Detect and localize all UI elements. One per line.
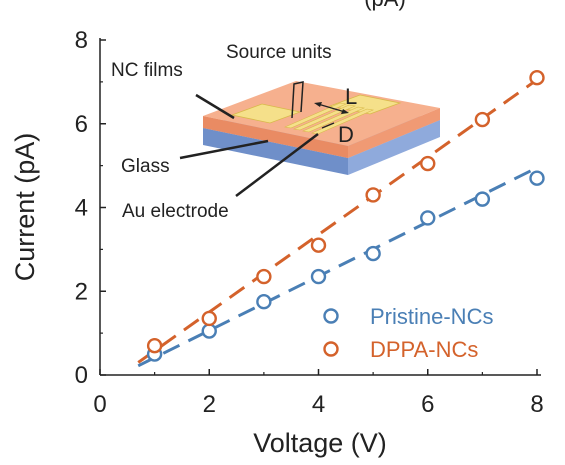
electrode-pad-left [230, 103, 302, 124]
top-partial-label: (pA) [364, 0, 406, 11]
data-markers [146, 69, 545, 362]
nc-films-leader [195, 93, 235, 120]
film-left-face [203, 116, 348, 158]
legend-label-dppa: DPPA-NCs [370, 337, 478, 362]
inset-label-au-electrode: Au electrode [122, 201, 229, 222]
legend-marker-pristine [323, 308, 339, 324]
inset-label-glass: Glass [121, 156, 170, 177]
device-inset: L D Source units NC films Glass Au elect… [111, 42, 440, 222]
x-tick-label: 4 [312, 391, 325, 418]
x-axis-label: Voltage (V) [253, 428, 387, 458]
x-tick-label: 8 [530, 391, 543, 418]
inset-label-nc-films: NC films [111, 60, 183, 81]
glass-leader [179, 139, 269, 160]
axes [99, 38, 541, 376]
data-point-pristine [256, 294, 272, 310]
fit-lines [137, 78, 538, 368]
glass-right-face [348, 120, 440, 175]
data-point-pristine [365, 245, 381, 262]
x-tick-label: 6 [421, 391, 434, 418]
probe-wire [291, 81, 304, 119]
data-point-pristine [201, 323, 217, 339]
length-arrow-head-b [341, 109, 349, 114]
y-tick-label: 2 [75, 278, 88, 305]
electrode-finger-2 [292, 104, 357, 131]
inset-label-D: D [338, 122, 354, 147]
inset-label-L: L [345, 84, 357, 109]
data-point-dppa [474, 111, 491, 128]
data-point-dppa [365, 187, 381, 203]
y-tick-label: 6 [75, 111, 88, 138]
length-arrow-head-a [314, 102, 322, 107]
y-tick-label: 8 [75, 27, 88, 54]
data-point-dppa [529, 69, 545, 86]
data-point-dppa [310, 237, 327, 253]
electrode-finger-1 [283, 102, 348, 129]
inset-label-source-units: Source units [226, 42, 332, 63]
legend-label-pristine: Pristine-NCs [370, 304, 493, 329]
length-arrow [317, 103, 346, 113]
data-point-dppa [201, 310, 217, 327]
legend: Pristine-NCs DPPA-NCs [323, 304, 493, 362]
x-tick-label: 2 [203, 391, 216, 418]
ticks: 0 2 4 6 8 0 2 4 6 8 [75, 27, 544, 418]
y-tick-label: 4 [75, 195, 88, 222]
electrode-finger-3 [301, 106, 366, 133]
electrode-finger-4 [310, 108, 375, 135]
data-point-pristine [474, 191, 491, 207]
film-right-face [348, 108, 440, 158]
y-axis-label: Current (pA) [10, 133, 40, 282]
data-point-pristine [310, 268, 327, 285]
au-electrode-leader [235, 133, 319, 197]
gap-arrow [321, 122, 335, 129]
data-point-dppa [256, 268, 272, 285]
data-point-pristine [420, 210, 436, 226]
y-tick-label: 0 [75, 362, 88, 389]
legend-marker-dppa [323, 341, 339, 357]
x-tick-label: 0 [93, 391, 106, 418]
fit-line-dppa [137, 78, 538, 364]
data-point-dppa [146, 337, 163, 354]
fit-line-pristine [137, 166, 538, 368]
data-point-dppa [420, 155, 436, 172]
data-point-pristine [529, 170, 545, 186]
glass-left-face [203, 128, 348, 175]
